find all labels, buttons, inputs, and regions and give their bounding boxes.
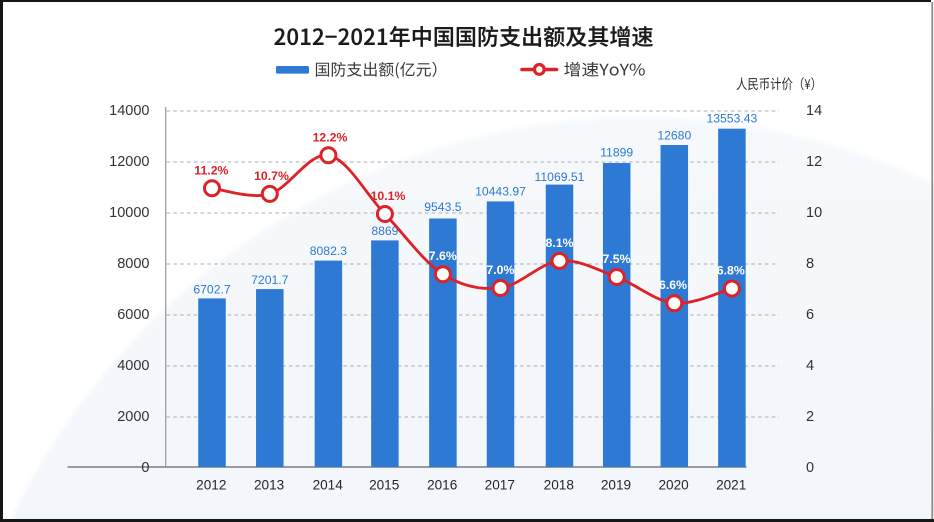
svg-text:13553.43: 13553.43 (706, 111, 757, 125)
svg-text:11069.51: 11069.51 (535, 170, 585, 184)
svg-text:2000: 2000 (117, 409, 149, 425)
svg-text:2017: 2017 (485, 477, 515, 492)
svg-text:11899: 11899 (600, 146, 633, 160)
svg-text:6.6%: 6.6% (659, 278, 687, 292)
svg-text:4000: 4000 (117, 358, 149, 374)
svg-text:7.6%: 7.6% (429, 249, 457, 263)
svg-text:11.2%: 11.2% (194, 163, 228, 177)
svg-text:0: 0 (141, 460, 149, 476)
svg-text:2: 2 (806, 409, 814, 425)
svg-text:4: 4 (806, 358, 814, 374)
svg-text:6000: 6000 (117, 307, 149, 323)
svg-text:2014: 2014 (313, 477, 344, 492)
svg-text:14000: 14000 (109, 103, 149, 119)
svg-text:10.7%: 10.7% (254, 169, 289, 183)
svg-text:8000: 8000 (117, 256, 149, 272)
svg-text:8.1%: 8.1% (545, 236, 573, 250)
svg-text:6: 6 (806, 307, 814, 323)
svg-text:2019: 2019 (601, 477, 631, 492)
svg-text:2012: 2012 (196, 477, 226, 492)
svg-text:7.0%: 7.0% (486, 263, 514, 277)
svg-text:10.1%: 10.1% (371, 189, 406, 203)
svg-text:10000: 10000 (109, 205, 149, 221)
svg-text:2020: 2020 (658, 477, 689, 492)
svg-text:12.2%: 12.2% (313, 130, 348, 144)
svg-text:2015: 2015 (369, 477, 399, 492)
svg-text:2018: 2018 (544, 477, 574, 492)
svg-text:9543.5: 9543.5 (424, 200, 461, 214)
svg-text:7.5%: 7.5% (602, 252, 630, 266)
svg-text:14: 14 (806, 103, 822, 119)
svg-text:12000: 12000 (109, 154, 149, 170)
svg-text:8: 8 (806, 256, 814, 272)
svg-text:12680: 12680 (657, 129, 691, 143)
svg-text:2013: 2013 (254, 477, 284, 492)
svg-text:0: 0 (806, 460, 814, 476)
svg-text:2021: 2021 (716, 477, 746, 492)
svg-text:10443.97: 10443.97 (475, 185, 526, 199)
svg-text:8082.3: 8082.3 (310, 244, 347, 258)
svg-text:7201.7: 7201.7 (251, 273, 288, 287)
svg-text:2016: 2016 (427, 477, 457, 492)
svg-text:6702.7: 6702.7 (193, 282, 230, 296)
svg-text:6.8%: 6.8% (717, 264, 745, 278)
svg-text:10: 10 (806, 205, 822, 221)
svg-text:8869: 8869 (371, 224, 398, 238)
svg-text:12: 12 (806, 154, 822, 170)
